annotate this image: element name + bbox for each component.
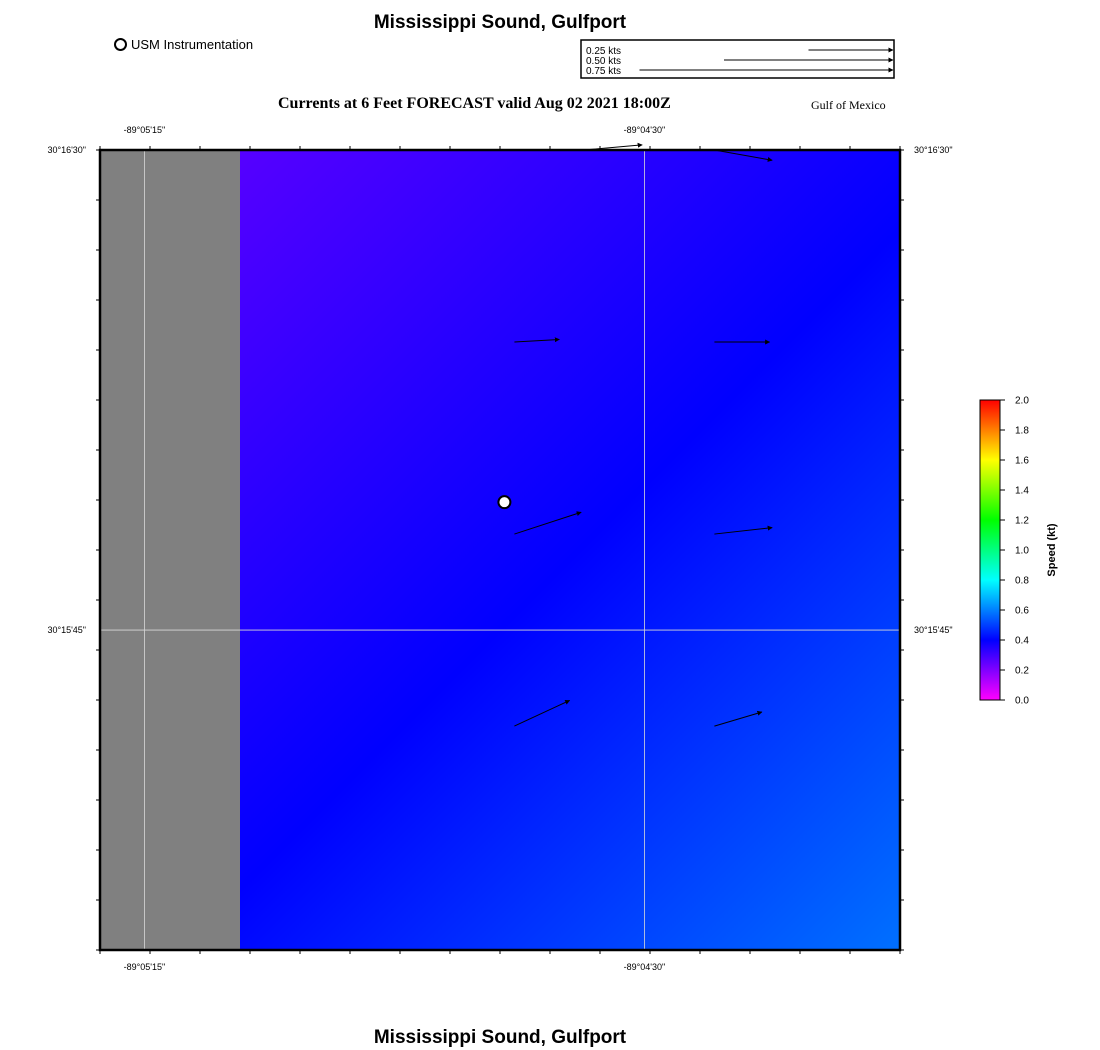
current-vector-arrow [714,149,773,162]
speed-colorbar: 0.0 0.2 0.4 0.6 0.8 1.0 1.2 1.4 1.6 1.8 2.0 Speed … [979,396,1058,707]
colorbar-tick-label: 0.4 [1015,636,1029,647]
vector-scale-label: 0.50 kts [586,56,621,67]
lon-tick-label-top: -89°05'15" [124,125,166,135]
colorbar-tick-label: 2.0 [1015,396,1029,407]
usm-station-marker[interactable] [497,495,512,510]
lat-tick-label-left: 30°16'30" [47,145,86,155]
colorbar-tick-label: 0.2 [1015,666,1029,677]
lon-tick-label-bottom: -89°04'30" [624,962,666,972]
map-plot: -89°05'15" -89°05'15" -89°04'30" -89°04'30"… [47,125,952,972]
land-mask [100,150,240,950]
colorbar-tick-label: 0.6 [1015,606,1029,617]
colorbar-title: Speed (kt) [1046,523,1058,577]
lon-tick-label-top: -89°04'30" [624,125,666,135]
current-vector-arrow [714,525,773,535]
colorbar-tick-label: 1.6 [1015,456,1029,467]
region-label: Gulf of Mexico [811,98,886,112]
station-marker-icon [114,38,127,51]
colorbar-tick-label: 0.8 [1015,576,1029,587]
lat-tick-label-right: 30°15'45" [914,625,953,635]
current-vector-arrow [514,511,582,535]
colorbar-tick-label: 1.2 [1015,516,1029,527]
lat-tick-label-left: 30°15'45" [47,625,86,635]
current-vector-arrow [714,710,763,727]
vector-scale-label: 0.25 kts [586,46,621,57]
colorbar-tick-label: 1.4 [1015,486,1029,497]
colorbar-tick-label: 0.0 [1015,696,1029,707]
current-vector-arrow [514,337,560,343]
lat-tick-label-right: 30°16'30" [914,145,953,155]
colorbar-tick-label: 1.0 [1015,546,1029,557]
colorbar-tick-label: 1.8 [1015,426,1029,437]
map-title: Mississippi Sound, Gulfport [373,12,627,33]
current-vector-arrow [514,699,571,727]
station-legend: USM Instrumentation [114,37,253,52]
station-legend-label: USM Instrumentation [131,37,254,52]
lon-tick-label-bottom: -89°05'15" [124,962,166,972]
footer-title: Mississippi Sound, Gulfport [373,1027,627,1048]
forecast-subtitle: Currents at 6 Feet FORECAST valid Aug 02… [278,95,671,112]
vector-scale-label: 0.75 kts [586,66,621,77]
